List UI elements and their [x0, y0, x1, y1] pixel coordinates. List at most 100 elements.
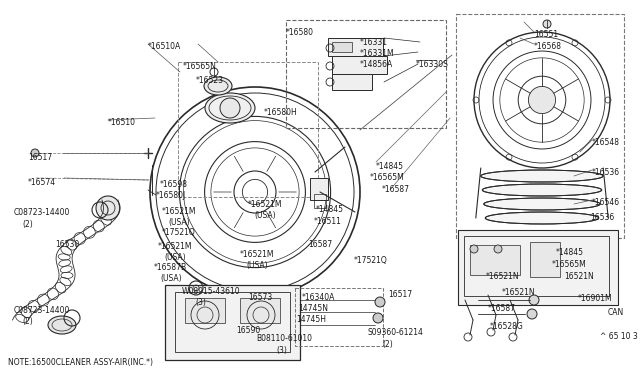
- Bar: [456, 14, 624, 238]
- Bar: [458, 230, 618, 305]
- Circle shape: [375, 297, 385, 307]
- Circle shape: [31, 149, 39, 157]
- Text: *16521M: *16521M: [240, 250, 275, 259]
- Text: *16536: *16536: [592, 168, 620, 177]
- Bar: [332, 74, 372, 90]
- Bar: [530, 242, 560, 277]
- Text: *16521M: *16521M: [248, 200, 282, 209]
- Text: (3): (3): [276, 346, 287, 355]
- Bar: [240, 298, 280, 323]
- Text: *17521Q: *17521Q: [354, 256, 388, 265]
- Text: (USA): (USA): [246, 261, 268, 270]
- Ellipse shape: [483, 184, 602, 196]
- Text: *16598: *16598: [160, 180, 188, 189]
- Text: *16587: *16587: [382, 185, 410, 194]
- Circle shape: [543, 20, 551, 28]
- Text: 14745H: 14745H: [296, 315, 326, 324]
- Bar: [314, 194, 326, 208]
- Ellipse shape: [484, 198, 600, 210]
- Text: *16330S: *16330S: [416, 60, 449, 69]
- Text: *16580: *16580: [286, 28, 314, 37]
- Ellipse shape: [205, 93, 255, 123]
- Text: 16551: 16551: [534, 30, 558, 39]
- Text: *16548: *16548: [592, 138, 620, 147]
- Text: *16574: *16574: [28, 178, 56, 187]
- Text: W08915-43610: W08915-43610: [182, 287, 241, 296]
- Circle shape: [96, 196, 120, 220]
- Text: *14845: *14845: [316, 205, 344, 214]
- Ellipse shape: [48, 316, 76, 334]
- Bar: [310, 178, 328, 200]
- Text: ^ 65 10 3: ^ 65 10 3: [600, 332, 637, 341]
- Text: 16536: 16536: [590, 213, 614, 222]
- Text: *16565M: *16565M: [370, 173, 404, 182]
- Text: *14845: *14845: [556, 248, 584, 257]
- Text: CAN: CAN: [608, 308, 624, 317]
- Text: (2): (2): [22, 220, 33, 229]
- Text: *16340A: *16340A: [302, 293, 335, 302]
- Text: (USA): (USA): [254, 211, 276, 220]
- Text: *16510A: *16510A: [148, 42, 181, 51]
- Text: B08110-61010: B08110-61010: [256, 334, 312, 343]
- Text: 16517: 16517: [388, 290, 412, 299]
- Text: *17521Q: *17521Q: [162, 228, 196, 237]
- Text: *16511: *16511: [314, 217, 342, 226]
- Text: *16580J: *16580J: [156, 191, 186, 200]
- Text: S09360-61214: S09360-61214: [368, 328, 424, 337]
- Text: *16565M: *16565M: [552, 260, 587, 269]
- Bar: [185, 298, 225, 323]
- Ellipse shape: [204, 77, 232, 95]
- Circle shape: [373, 313, 383, 323]
- Circle shape: [494, 245, 502, 253]
- Ellipse shape: [485, 212, 598, 224]
- Text: *16521N: *16521N: [502, 288, 536, 297]
- Text: *16587: *16587: [488, 304, 516, 313]
- Text: *16331M: *16331M: [360, 49, 395, 58]
- Text: (USA): (USA): [164, 253, 186, 262]
- Text: *14856A: *14856A: [360, 60, 393, 69]
- Text: *16521M: *16521M: [162, 207, 196, 216]
- Text: *16331: *16331: [360, 38, 388, 47]
- Bar: [332, 42, 352, 52]
- Bar: [165, 285, 300, 360]
- Text: 16530: 16530: [55, 240, 79, 249]
- Text: *16521N: *16521N: [486, 272, 520, 281]
- Circle shape: [220, 98, 240, 118]
- Bar: [175, 292, 290, 352]
- Text: NOTE:16500CLEANER ASSY-AIR(INC.*): NOTE:16500CLEANER ASSY-AIR(INC.*): [8, 358, 153, 367]
- Bar: [464, 236, 609, 296]
- Text: *16901M: *16901M: [578, 294, 612, 303]
- Text: *14845: *14845: [376, 162, 404, 171]
- Text: (USA): (USA): [168, 218, 189, 227]
- Circle shape: [529, 86, 556, 113]
- Text: *16521M: *16521M: [158, 242, 193, 251]
- Text: *16546: *16546: [592, 198, 620, 207]
- Text: C08723-14400: C08723-14400: [14, 208, 70, 217]
- Bar: [332, 56, 387, 74]
- Text: C08723-14400: C08723-14400: [14, 306, 70, 315]
- Bar: [286, 20, 446, 128]
- Circle shape: [470, 245, 478, 253]
- Text: (USA): (USA): [160, 274, 182, 283]
- Text: (3): (3): [195, 298, 206, 307]
- Text: 14745N: 14745N: [298, 304, 328, 313]
- Text: 16517: 16517: [28, 153, 52, 162]
- Text: *16528G: *16528G: [490, 322, 524, 331]
- Bar: [470, 245, 520, 275]
- Text: *16587B: *16587B: [154, 263, 187, 272]
- Text: *16523: *16523: [196, 76, 224, 85]
- Ellipse shape: [481, 170, 604, 182]
- Text: *16580H: *16580H: [264, 108, 298, 117]
- Text: *16568: *16568: [534, 42, 562, 51]
- Text: (2): (2): [22, 317, 33, 326]
- Circle shape: [527, 309, 537, 319]
- Text: *16565N: *16565N: [183, 62, 217, 71]
- Text: (2): (2): [382, 340, 393, 349]
- Bar: [295, 288, 383, 346]
- Text: 16521N: 16521N: [564, 272, 594, 281]
- Bar: [178, 62, 318, 197]
- Circle shape: [529, 295, 539, 305]
- Text: 16573: 16573: [248, 293, 272, 302]
- Text: *16510: *16510: [108, 118, 136, 127]
- Bar: [328, 38, 383, 56]
